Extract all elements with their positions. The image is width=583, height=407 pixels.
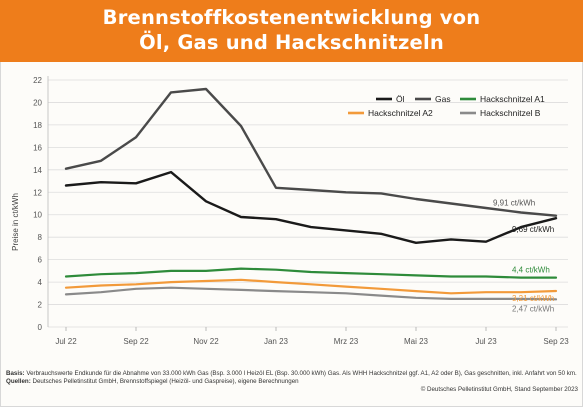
value-label-hs-a1: 4,4 ct/kWh	[512, 266, 550, 275]
x-tick-label: Jul 23	[475, 337, 497, 346]
copyright-note: © Deutsches Pelletinstitut GmbH, Stand S…	[420, 386, 578, 393]
x-tick-label: Jan 23	[264, 337, 289, 346]
y-tick-label: 20	[33, 98, 42, 107]
value-label-oil: 9,69 ct/kWh	[512, 225, 554, 234]
sources-text: Deutsches Pelletinstitut GmbH, Brennstof…	[32, 378, 299, 385]
x-tick-label: Mai 23	[404, 337, 429, 346]
y-tick-label: 10	[33, 211, 42, 220]
x-tick-label: Sep 22	[123, 337, 149, 346]
series-line-hs-b	[64, 286, 558, 301]
value-label-hs-b: 2,47 ct/kWh	[512, 304, 554, 313]
y-tick-label: 8	[38, 233, 43, 242]
y-tick-label: 18	[33, 121, 42, 130]
series-line-gas	[64, 87, 558, 217]
x-tick-label: Jul 22	[55, 337, 77, 346]
basis-text: Verbrauchswerte Endkunde für die Abnahme…	[26, 370, 577, 377]
value-annotations: 9,91 ct/kWh 9,69 ct/kWh 4,4 ct/kWh 3,21 ct/…	[493, 198, 554, 313]
legend-label: Hackschnitzel A2	[368, 108, 433, 118]
legend: Öl Gas Hackschnitzel A1 Hackschnitzel A2 Hac…	[348, 94, 545, 118]
legend-label: Gas	[435, 94, 451, 104]
legend-label: Hackschnitzel A1	[480, 94, 545, 104]
value-label-hs-a2: 3,21 ct/kWh	[512, 294, 554, 303]
sources-label: Quellen:	[6, 378, 31, 385]
page-title-line2: Öl, Gas und Hackschnitzeln	[139, 31, 444, 54]
page-title-line1: Brennstoffkostenentwicklung von	[102, 6, 481, 29]
header-banner: Brennstoffkostenentwicklung von Öl, Gas …	[0, 0, 583, 62]
series-lines	[64, 87, 558, 301]
legend-label: Hackschnitzel B	[480, 108, 541, 118]
series-line-oil	[64, 170, 558, 245]
x-tick-label: Nov 22	[193, 337, 219, 346]
series-line-hs-a1	[64, 267, 558, 279]
legend-label: Öl	[396, 94, 405, 104]
y-tick-label: 0	[38, 323, 43, 332]
footer-notes: Basis: Verbrauchswerte Endkunde für die …	[6, 370, 578, 394]
series-line-hs-a2	[64, 278, 558, 295]
y-tick-label: 6	[38, 256, 43, 265]
y-axis-label: Preise in ct/kWh	[11, 193, 20, 251]
y-tick-label: 14	[33, 166, 42, 175]
value-label-gas: 9,91 ct/kWh	[493, 198, 535, 207]
chart-grid	[47, 76, 568, 328]
y-tick-label: 2	[38, 301, 43, 310]
line-chart: 0 2 4 6 8 10 12 14 16 18 20 22 Jul 22 Sep 22 Nov 22 Ja…	[11, 76, 569, 346]
y-tick-label: 16	[33, 143, 42, 152]
y-axis-ticks: 0 2 4 6 8 10 12 14 16 18 20 22	[33, 76, 42, 332]
y-tick-label: 4	[38, 278, 43, 287]
x-tick-label: Sep 23	[543, 337, 569, 346]
y-tick-label: 22	[33, 76, 42, 85]
x-tick-label: Mrz 23	[334, 337, 359, 346]
basis-label: Basis:	[6, 370, 25, 377]
y-tick-label: 12	[33, 188, 42, 197]
x-axis-ticks: Jul 22 Sep 22 Nov 22 Jan 23 Mrz 23 Mai 23 Jul …	[55, 327, 569, 346]
